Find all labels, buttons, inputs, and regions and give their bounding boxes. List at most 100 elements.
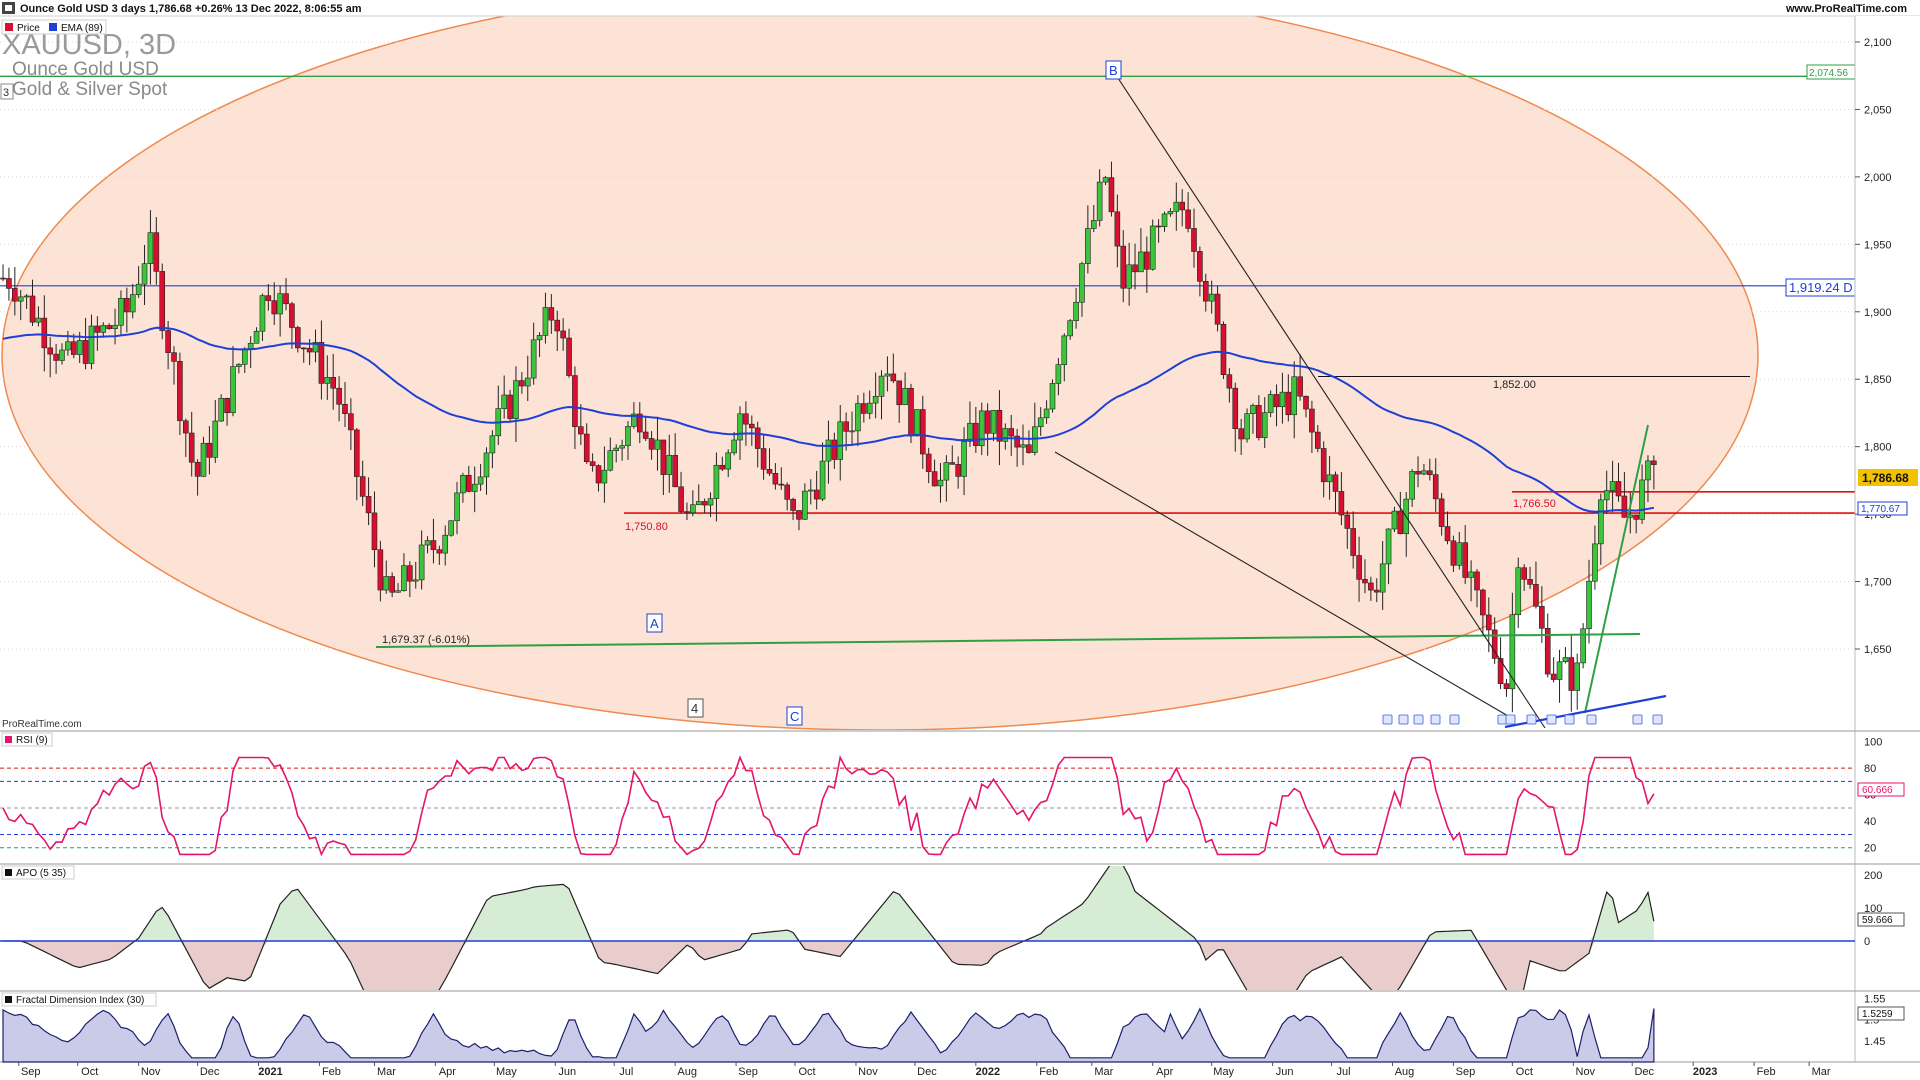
event-icon[interactable] <box>1632 714 1643 725</box>
candle-body <box>212 420 219 458</box>
candle <box>1144 236 1150 293</box>
candle-body <box>807 489 814 492</box>
candle <box>1037 407 1044 436</box>
candle <box>1120 230 1127 303</box>
candle <box>153 217 160 285</box>
candle <box>660 439 667 496</box>
time-tick-label: Oct <box>798 1066 815 1078</box>
event-icon[interactable] <box>1382 714 1393 725</box>
candle <box>300 347 307 363</box>
event-icon[interactable] <box>1526 714 1537 725</box>
candle-body <box>265 295 272 301</box>
site-url[interactable]: www.ProRealTime.com <box>1785 3 1907 15</box>
main-panel <box>0 16 1855 730</box>
event-icon[interactable] <box>1413 714 1424 725</box>
candle-body <box>666 455 673 475</box>
candle <box>1415 456 1421 488</box>
event-icon[interactable] <box>1546 714 1557 725</box>
candle-body <box>1562 657 1569 663</box>
candle <box>194 459 201 496</box>
candle-body <box>1480 589 1486 616</box>
candle <box>100 322 107 338</box>
candle-body <box>1273 394 1280 408</box>
candle-body <box>660 439 667 475</box>
candle <box>466 465 472 493</box>
candle-body <box>412 579 419 582</box>
candle-body <box>436 549 443 554</box>
event-icon[interactable] <box>1586 714 1597 725</box>
candle <box>1214 285 1221 332</box>
candle <box>206 426 213 475</box>
candle <box>578 404 584 445</box>
time-tick-label: Dec <box>917 1066 937 1078</box>
rsi-line <box>2 755 1655 857</box>
candle <box>1556 649 1563 703</box>
candle-body <box>631 413 637 427</box>
candle-body <box>1179 201 1186 211</box>
candle <box>147 210 154 285</box>
candle-body <box>607 450 614 471</box>
apo-legend-box <box>1 865 75 880</box>
candle-body <box>206 442 213 458</box>
event-icon[interactable] <box>1398 714 1409 725</box>
candle-body <box>731 439 737 454</box>
candle-body <box>1197 251 1203 282</box>
chart-title: Ounce Gold USD 3 days 1,786.68 +0.26% 13… <box>20 3 362 15</box>
candle <box>1208 280 1215 314</box>
candle-body <box>318 342 325 384</box>
candle-body <box>1615 481 1622 497</box>
time-tick-label: 2022 <box>976 1066 1000 1078</box>
candle <box>1320 441 1327 498</box>
candle <box>1598 493 1604 565</box>
price-tick-label: 1,650 <box>1864 644 1892 656</box>
legend-price-label: Price <box>17 23 40 34</box>
price-axis[interactable] <box>1855 16 1920 1062</box>
apo-tick-label: 0 <box>1864 936 1870 948</box>
candle-body <box>884 373 891 377</box>
candle-body <box>300 347 307 350</box>
candle <box>725 449 732 478</box>
candle-body <box>725 452 732 470</box>
time-tick-label: Aug <box>677 1066 697 1078</box>
event-icon[interactable] <box>1564 714 1575 725</box>
candle-body <box>819 460 826 500</box>
candle-body <box>1385 528 1392 565</box>
candle <box>1539 586 1545 643</box>
event-icon[interactable] <box>1505 714 1516 725</box>
candle-body <box>395 590 401 593</box>
candle <box>919 395 926 469</box>
candle <box>943 455 950 502</box>
price-tick-label: 2,100 <box>1864 37 1892 49</box>
candle <box>295 325 301 353</box>
ema-tag <box>1857 501 1908 516</box>
candle-body <box>448 520 454 536</box>
candle-body <box>914 409 920 437</box>
apo-panel: APO (5 35) 200 100 0 59.666 <box>0 865 1905 990</box>
price-tick-label: 1,950 <box>1864 239 1892 251</box>
candle <box>1373 578 1380 603</box>
candle <box>949 445 956 465</box>
time-axis[interactable]: Sep Oct Nov Dec 2021 Feb Mar Apr May Jun Jul Aug Sep… <box>18 1062 1831 1078</box>
apo-tick-label: 100 <box>1864 903 1882 915</box>
candle-body <box>1126 264 1132 289</box>
candle <box>448 520 454 537</box>
event-icon[interactable] <box>1430 714 1441 725</box>
candle <box>1515 557 1522 628</box>
time-tick-label: May <box>1213 1066 1234 1078</box>
candle <box>82 317 89 370</box>
event-icon[interactable] <box>1449 714 1460 725</box>
candle-body <box>124 298 130 313</box>
candle <box>35 306 42 327</box>
candle-body <box>1132 264 1138 273</box>
candle <box>636 402 643 444</box>
candle <box>961 427 967 496</box>
candle-body <box>1580 628 1586 664</box>
event-icon[interactable] <box>1652 714 1663 725</box>
candle <box>1350 511 1356 569</box>
candle-body <box>919 409 926 455</box>
legend-ema-swatch <box>49 23 57 31</box>
prorealtime-watermark: ProRealTime.com <box>2 719 82 730</box>
candle-body <box>843 421 849 432</box>
fdi-area <box>2 1007 1655 1063</box>
candle-body <box>589 461 596 466</box>
